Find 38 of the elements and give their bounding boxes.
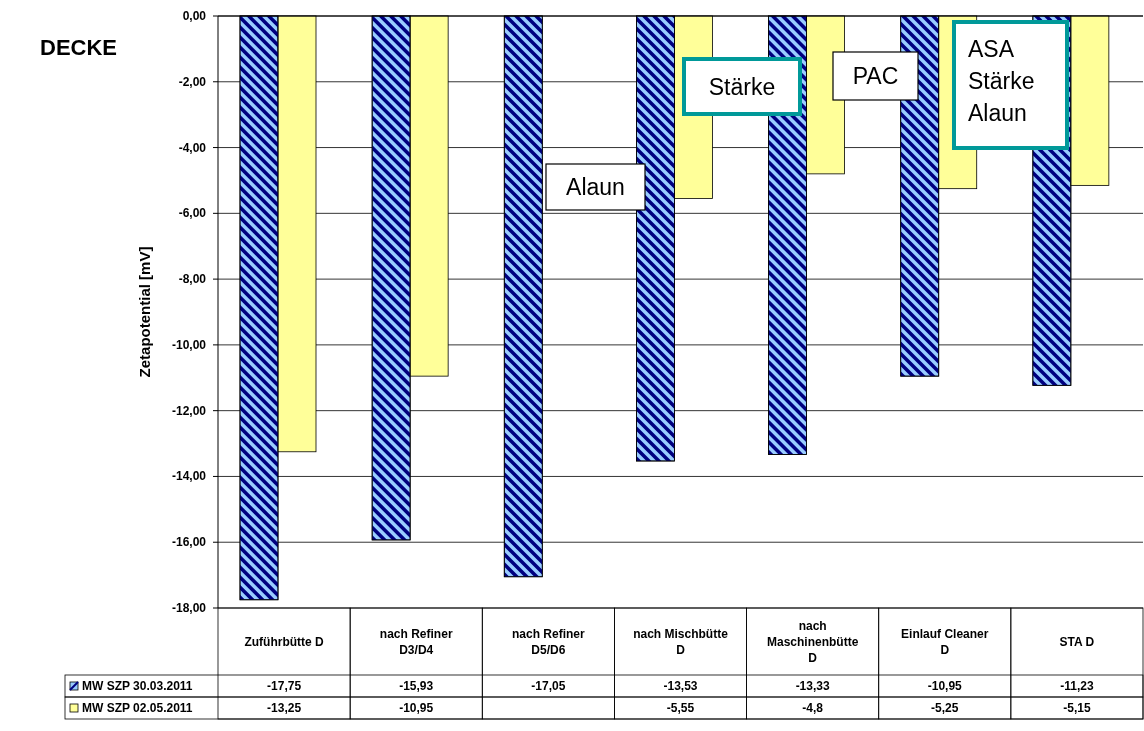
legend-label: MW SZP 02.05.2011 [82,701,193,715]
data-label: -5,15 [1063,701,1091,715]
y-tick-label: -4,00 [178,140,207,155]
data-label: -17,75 [267,679,302,693]
y-tick-label: -12,00 [171,403,207,418]
data-label: -13,53 [663,679,698,693]
y-tick-label: -18,00 [171,601,207,615]
x-tick-label: nach Maschinenbütte D [766,618,859,665]
data-label: -15,93 [399,679,434,693]
x-tick-label: nach Refiner D5/D6 [512,626,586,657]
x-tick-label: Zuführbütte D [244,634,325,649]
data-label: -10,95 [399,701,434,715]
x-tick-label: STA D [1059,634,1095,649]
data-label: -11,23 [1060,679,1094,693]
y-tick-label: -14,00 [171,469,207,484]
annotation: PAC [852,63,899,89]
annotation: Alaun [566,174,625,200]
y-tick-label: -8,00 [178,272,207,287]
y-tick-label: -16,00 [171,535,207,550]
data-label: -17,05 [531,679,566,693]
y-tick-label: -6,00 [178,206,207,221]
legend-label: MW SZP 30.03.2011 [82,679,193,693]
x-tick-label: nach Refiner D3/D4 [379,626,453,657]
annotation: ASA Stärke Alaun [968,36,1035,126]
annotation: Stärke [708,73,776,100]
text: DECKE [40,35,118,60]
data-label: -13,25 [267,701,302,715]
x-tick-label: Einlauf Cleaner D [901,626,989,657]
y-tick-label: -10,00 [171,337,207,352]
y-tick-label: 0,00 [182,9,207,23]
data-label: -13,33 [795,679,830,693]
y-tick-label: -2,00 [178,74,207,89]
data-label: -4,8 [802,701,824,715]
data-label: -10,95 [927,679,963,693]
data-label: -5,25 [931,701,959,715]
y-axis-title: Zetapotential [mV] [136,246,153,378]
data-label: -5,55 [666,701,695,715]
x-tick-label: nach Mischbütte D [633,626,729,657]
